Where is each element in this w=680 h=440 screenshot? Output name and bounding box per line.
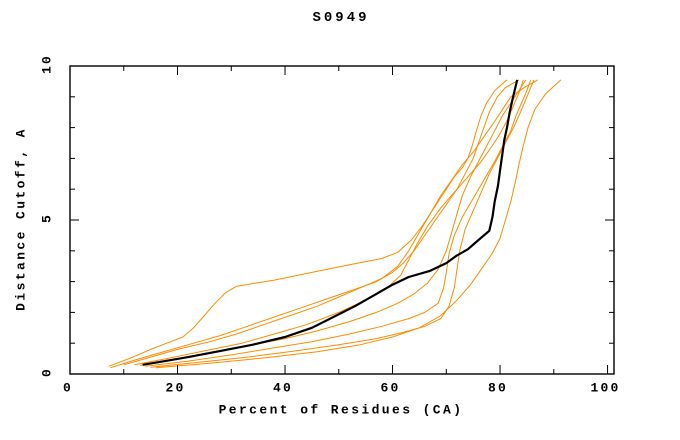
y-axis-label: Distance Cutoff, A [13,127,29,311]
y-tick-label-5: 5 [39,212,55,224]
plot-area [69,65,615,375]
y-tick-label-10: 10 [39,53,55,75]
curve-model-6 [150,79,535,368]
curve-model-7 [155,79,562,369]
chart-title: S0949 [312,10,370,26]
x-axis-label: Percent of Residues (CA) [218,402,464,418]
curve-model-8 [123,79,538,366]
curve-model-4 [139,79,527,366]
plot-frame [69,65,615,375]
x-tick-label-60: 60 [380,380,401,396]
x-tick-label-100: 100 [590,380,621,396]
curve-model-2 [110,79,520,369]
x-tick-label-0: 0 [62,380,74,396]
curve-model-1 [108,79,508,367]
x-tick-label-40: 40 [273,380,294,396]
curve-model-3 [134,79,524,366]
curve-highlighted-model [142,79,519,366]
curve-model-5 [145,79,532,367]
x-tick-label-20: 20 [165,380,186,396]
x-tick-label-80: 80 [488,380,509,396]
y-tick-label-0: 0 [39,366,55,378]
